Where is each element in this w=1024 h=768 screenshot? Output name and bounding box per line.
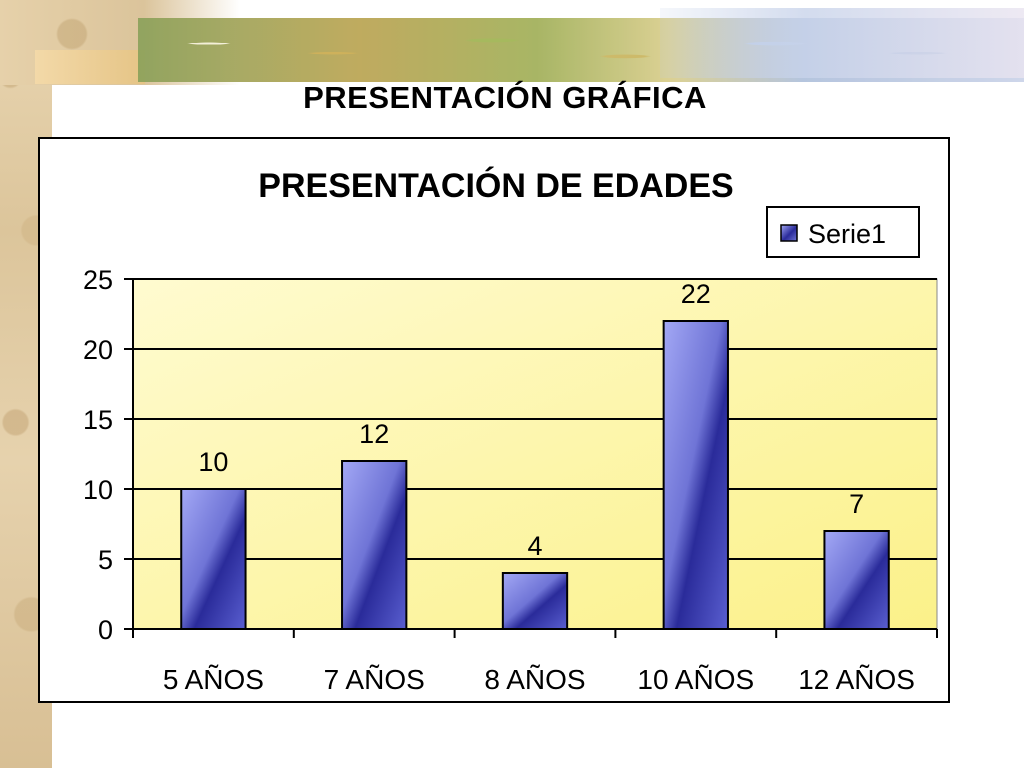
bar bbox=[341, 460, 408, 630]
data-label: 4 bbox=[527, 531, 542, 561]
banner-accent bbox=[35, 50, 145, 84]
data-label: 10 bbox=[198, 447, 228, 477]
x-tick-label: 10 AÑOS bbox=[637, 664, 754, 695]
plot-area: 0 5 10 15 20 25 10 5 AÑOS 12 7 AÑOS 4 8 AÑOS 22 10 AÑ… bbox=[83, 265, 938, 695]
x-tick-label: 7 AÑOS bbox=[324, 664, 425, 695]
x-tick-label: 8 AÑOS bbox=[484, 664, 585, 695]
data-label: 12 bbox=[359, 419, 389, 449]
data-label: 22 bbox=[681, 279, 711, 309]
bar bbox=[823, 530, 890, 630]
y-tick-label: 10 bbox=[83, 475, 113, 505]
y-tick-label: 25 bbox=[83, 265, 113, 295]
legend-swatch bbox=[780, 224, 798, 242]
bar-chart: PRESENTACIÓN DE EDADES Serie1 0 5 10 15 20 25… bbox=[83, 167, 938, 695]
chart-title: PRESENTACIÓN DE EDADES bbox=[258, 167, 733, 205]
x-tick-label: 5 AÑOS bbox=[163, 664, 264, 695]
plot-background bbox=[132, 278, 938, 630]
chart-frame: PRESENTACIÓN DE EDADES Serie1 0 5 10 15 20 25… bbox=[38, 137, 950, 703]
y-tick-label: 20 bbox=[83, 335, 113, 365]
bar bbox=[662, 320, 729, 630]
leaf-banner-light bbox=[660, 8, 1024, 78]
x-tick-label: 12 AÑOS bbox=[798, 664, 915, 695]
y-tick-label: 5 bbox=[98, 545, 113, 575]
bar bbox=[501, 572, 569, 630]
legend-box bbox=[766, 206, 920, 258]
bar bbox=[180, 488, 247, 630]
legend-label: Serie1 bbox=[808, 219, 886, 249]
y-tick-label: 0 bbox=[98, 615, 113, 645]
y-tick-label: 15 bbox=[83, 405, 113, 435]
page-title: PRESENTACIÓN GRÁFICA bbox=[303, 80, 707, 115]
data-label: 7 bbox=[849, 489, 864, 519]
legend: Serie1 bbox=[766, 206, 920, 258]
